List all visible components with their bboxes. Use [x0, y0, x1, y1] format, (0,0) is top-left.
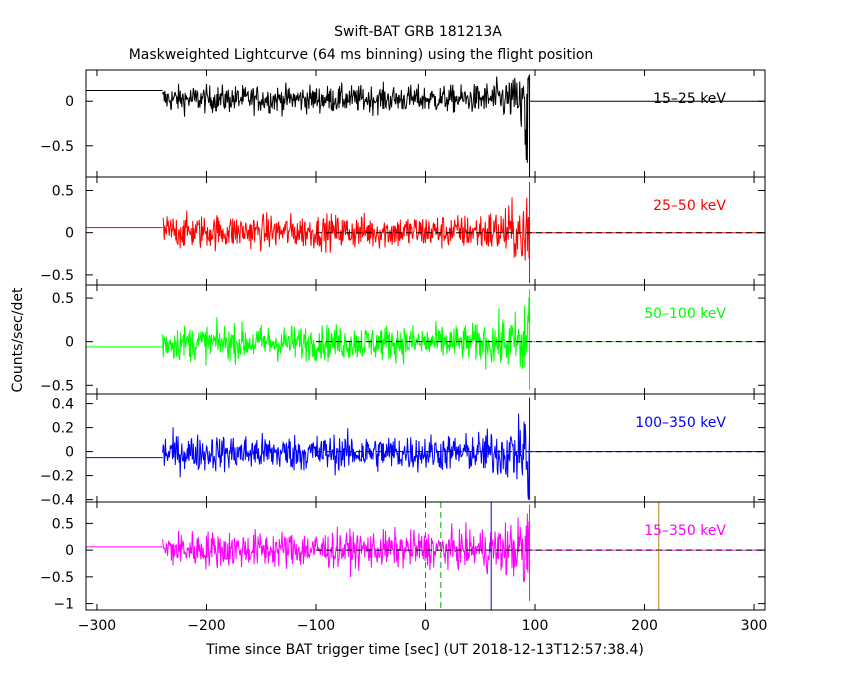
x-tick-label: 0	[421, 618, 430, 634]
panel-5: 0.5 0 −0.5 −1 15–350 keV	[40, 501, 766, 613]
panel-4: 0.4 0.2 0 −0.2 −0.4 100–350 keV	[40, 393, 766, 509]
y-tick-label: 0	[65, 445, 74, 461]
chart-subtitle: Maskweighted Lightcurve (64 ms binning) …	[129, 47, 594, 63]
band-label: 15–25 keV	[653, 91, 726, 107]
panel-1: 0 −0.5 15–25 keV	[40, 69, 766, 178]
band-label: 25–50 keV	[653, 198, 726, 214]
y-tick-label: 0.5	[52, 291, 74, 307]
y-tick-label: −0.4	[40, 493, 74, 509]
band-label: 100–350 keV	[635, 415, 726, 431]
band-label: 50–100 keV	[644, 306, 726, 322]
x-tick-label: −300	[78, 618, 116, 634]
series-line	[162, 289, 531, 390]
x-tick-label: 300	[741, 618, 768, 634]
y-tick-label: −0.5	[40, 570, 74, 586]
panel-frame	[85, 69, 766, 178]
y-tick-label: 0.2	[52, 421, 74, 437]
y-tick-label: −0.5	[40, 378, 74, 394]
series-line	[162, 74, 531, 177]
panels-group: 0 −0.5 15–25 keV 0.5 0 −0.5 25–50 keV 0.5 0 −0.5 5…	[40, 69, 768, 634]
y-axis-label: Counts/sec/det	[10, 287, 26, 392]
series-line	[162, 504, 531, 601]
y-tick-label: 0	[65, 94, 74, 110]
panel-2: 0.5 0 −0.5 25–50 keV	[40, 176, 766, 286]
x-axis-label: Time since BAT trigger time [sec] (UT 20…	[205, 642, 644, 658]
y-tick-label: −1	[53, 597, 74, 613]
y-tick-label: 0.5	[52, 184, 74, 200]
y-tick-label: −0.5	[40, 139, 74, 155]
y-tick-label: 0.4	[52, 397, 74, 413]
x-tick-label: −100	[297, 618, 335, 634]
y-tick-label: 0	[65, 335, 74, 351]
y-tick-label: 0	[65, 543, 74, 559]
x-tick-label: 200	[631, 618, 658, 634]
chart-title: Swift-BAT GRB 181213A	[334, 24, 502, 40]
y-tick-label: 0.5	[52, 516, 74, 532]
y-tick-label: −0.2	[40, 469, 74, 485]
y-tick-label: −0.5	[40, 268, 74, 284]
series-line	[162, 397, 531, 500]
y-tick-label: 0	[65, 226, 74, 242]
x-tick-label: 100	[522, 618, 549, 634]
series-line	[162, 182, 531, 284]
x-tick-label: −200	[187, 618, 225, 634]
panel-3: 0.5 0 −0.5 50–100 keV	[40, 284, 766, 395]
band-label: 15–350 keV	[644, 523, 726, 539]
